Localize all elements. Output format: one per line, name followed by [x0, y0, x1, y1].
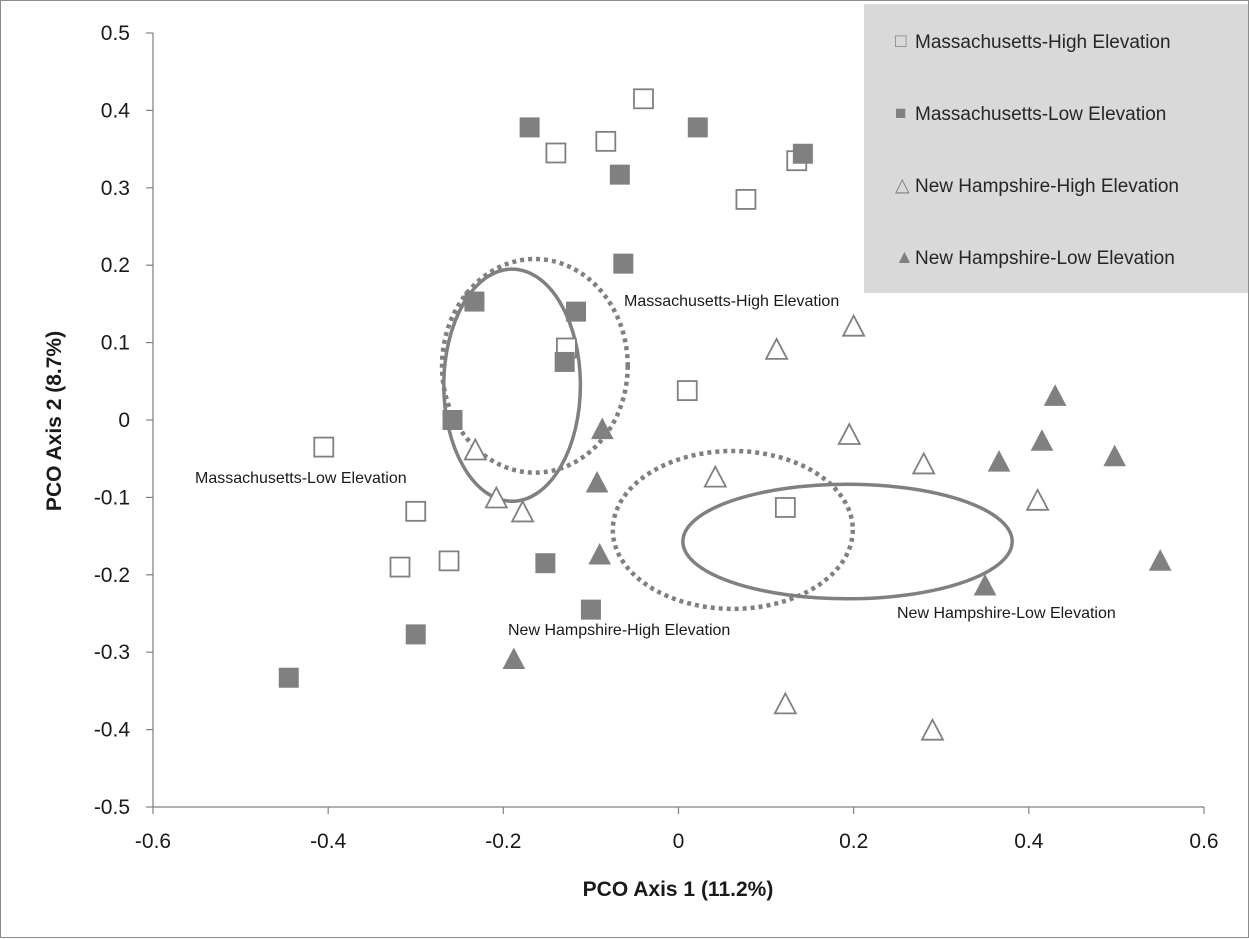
x-tick-label: 0.2	[839, 830, 868, 853]
y-axis-title: PCO Axis 2 (8.7%)	[43, 331, 66, 511]
x-tick-label: -0.6	[135, 830, 171, 853]
point-massachusetts-low-elevation	[442, 410, 463, 430]
ticks: -0.6 -0.4 -0.2 0 0.2 0.4 0.6 0.5 0.4 0.3 0.2 0.1 0 -0…	[94, 22, 1219, 853]
annotation-ma-low: Massachusetts-Low Elevation	[195, 470, 407, 487]
point-massachusetts-high-elevation	[405, 500, 427, 522]
point-new-hampshire-low-elevation	[585, 470, 609, 493]
point-new-hampshire-low-elevation	[588, 542, 612, 565]
point-massachusetts-low-elevation	[792, 143, 813, 164]
y-tick-label: -0.5	[94, 796, 130, 819]
point-massachusetts-low-elevation	[535, 553, 556, 574]
point-new-hampshire-high-elevation	[463, 437, 488, 461]
point-new-hampshire-low-elevation	[987, 450, 1011, 472]
legend-item-new-hampshire-low-elevation: ▲ New Hampshire-Low Elevation	[895, 247, 1175, 269]
ellipse-new-hampshire-low-elevation	[681, 482, 1014, 601]
legend-label: New Hampshire-Low Elevation	[915, 248, 1175, 269]
point-massachusetts-high-elevation	[313, 436, 335, 458]
point-massachusetts-high-elevation	[633, 88, 654, 110]
annotation-ma-high: Massachusetts-High Elevation	[624, 293, 839, 310]
y-tick-label: 0.2	[101, 254, 130, 277]
y-tick-label: -0.4	[94, 719, 131, 742]
point-massachusetts-low-elevation	[687, 117, 708, 138]
y-tick-label: -0.1	[94, 486, 130, 509]
annotation-nh-low: New Hampshire-Low Elevation	[897, 605, 1116, 622]
x-tick-label: -0.2	[485, 830, 521, 853]
legend-item-massachusetts-high-elevation: □ Massachusetts-High Elevation	[895, 31, 1171, 53]
point-massachusetts-low-elevation	[405, 624, 426, 645]
y-tick-label: 0.3	[101, 177, 130, 200]
legend-item-massachusetts-low-elevation: ■ Massachusetts-Low Elevation	[895, 103, 1166, 125]
point-new-hampshire-high-elevation	[911, 451, 936, 475]
point-new-hampshire-high-elevation	[773, 691, 798, 715]
point-massachusetts-high-elevation	[595, 130, 617, 152]
legend-item-new-hampshire-high-elevation: △ New Hampshire-High Elevation	[895, 175, 1179, 197]
annotation-nh-high: New Hampshire-High Elevation	[508, 622, 730, 639]
ellipse-massachusetts-low-elevation	[442, 267, 583, 504]
legend-glyph: □	[895, 31, 907, 52]
y-tick-label: 0.5	[101, 22, 130, 45]
ellipses	[439, 256, 1014, 612]
point-massachusetts-low-elevation	[278, 667, 299, 688]
point-massachusetts-low-elevation	[554, 351, 575, 372]
legend-label: New Hampshire-High Elevation	[915, 176, 1179, 197]
ellipse-massachusetts-high-elevation	[439, 256, 630, 475]
point-new-hampshire-high-elevation	[484, 485, 509, 509]
point-new-hampshire-low-elevation	[502, 647, 526, 669]
point-massachusetts-low-elevation	[613, 253, 634, 274]
point-massachusetts-low-elevation	[464, 291, 485, 312]
x-axis-title: PCO Axis 1 (11.2%)	[583, 878, 774, 901]
legend-glyph: ▲	[895, 247, 914, 268]
data-points	[278, 88, 1172, 741]
y-tick-label: 0	[118, 409, 130, 432]
point-massachusetts-low-elevation	[566, 301, 587, 322]
point-new-hampshire-high-elevation	[764, 337, 789, 360]
point-massachusetts-high-elevation	[735, 189, 757, 210]
point-massachusetts-high-elevation	[438, 550, 460, 572]
point-new-hampshire-high-elevation	[510, 499, 535, 523]
x-tick-label: 0.6	[1189, 830, 1218, 853]
y-tick-label: -0.2	[94, 564, 130, 587]
point-massachusetts-high-elevation	[545, 142, 567, 164]
point-massachusetts-high-elevation	[774, 497, 796, 518]
point-massachusetts-low-elevation	[519, 117, 540, 138]
point-new-hampshire-low-elevation	[1030, 429, 1054, 451]
legend-label: Massachusetts-Low Elevation	[915, 104, 1166, 125]
y-tick-label: 0.4	[101, 99, 131, 122]
legend-background	[864, 4, 1248, 293]
legend-glyph: △	[895, 175, 910, 196]
legend: □ Massachusetts-High Elevation ■ Massachuse…	[864, 4, 1248, 293]
y-tick-label: -0.3	[94, 641, 130, 664]
point-new-hampshire-high-elevation	[703, 464, 728, 488]
y-tick-label: 0.1	[101, 332, 130, 355]
point-new-hampshire-low-elevation	[1043, 384, 1067, 406]
ellipse-new-hampshire-high-elevation	[610, 448, 856, 612]
point-new-hampshire-high-elevation	[837, 422, 862, 445]
x-tick-label: 0	[673, 830, 685, 853]
point-new-hampshire-high-elevation	[841, 313, 866, 337]
point-new-hampshire-low-elevation	[1103, 444, 1126, 467]
point-massachusetts-low-elevation	[580, 599, 601, 620]
point-massachusetts-high-elevation	[676, 380, 698, 401]
point-new-hampshire-low-elevation	[1148, 549, 1172, 571]
point-massachusetts-low-elevation	[609, 164, 630, 185]
legend-items: □ Massachusetts-High Elevation ■ Massachuse…	[895, 31, 1179, 269]
point-new-hampshire-low-elevation	[590, 417, 614, 440]
x-tick-label: 0.4	[1014, 830, 1044, 853]
point-massachusetts-high-elevation	[389, 556, 411, 578]
point-new-hampshire-low-elevation	[973, 573, 997, 596]
legend-glyph: ■	[895, 103, 906, 124]
point-new-hampshire-high-elevation	[920, 717, 945, 741]
x-tick-label: -0.4	[310, 830, 347, 853]
legend-label: Massachusetts-High Elevation	[915, 32, 1171, 53]
point-new-hampshire-high-elevation	[1025, 487, 1050, 511]
